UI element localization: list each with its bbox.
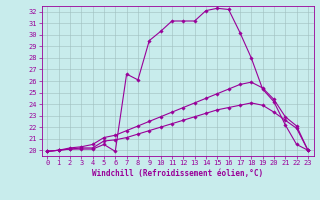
X-axis label: Windchill (Refroidissement éolien,°C): Windchill (Refroidissement éolien,°C) xyxy=(92,169,263,178)
